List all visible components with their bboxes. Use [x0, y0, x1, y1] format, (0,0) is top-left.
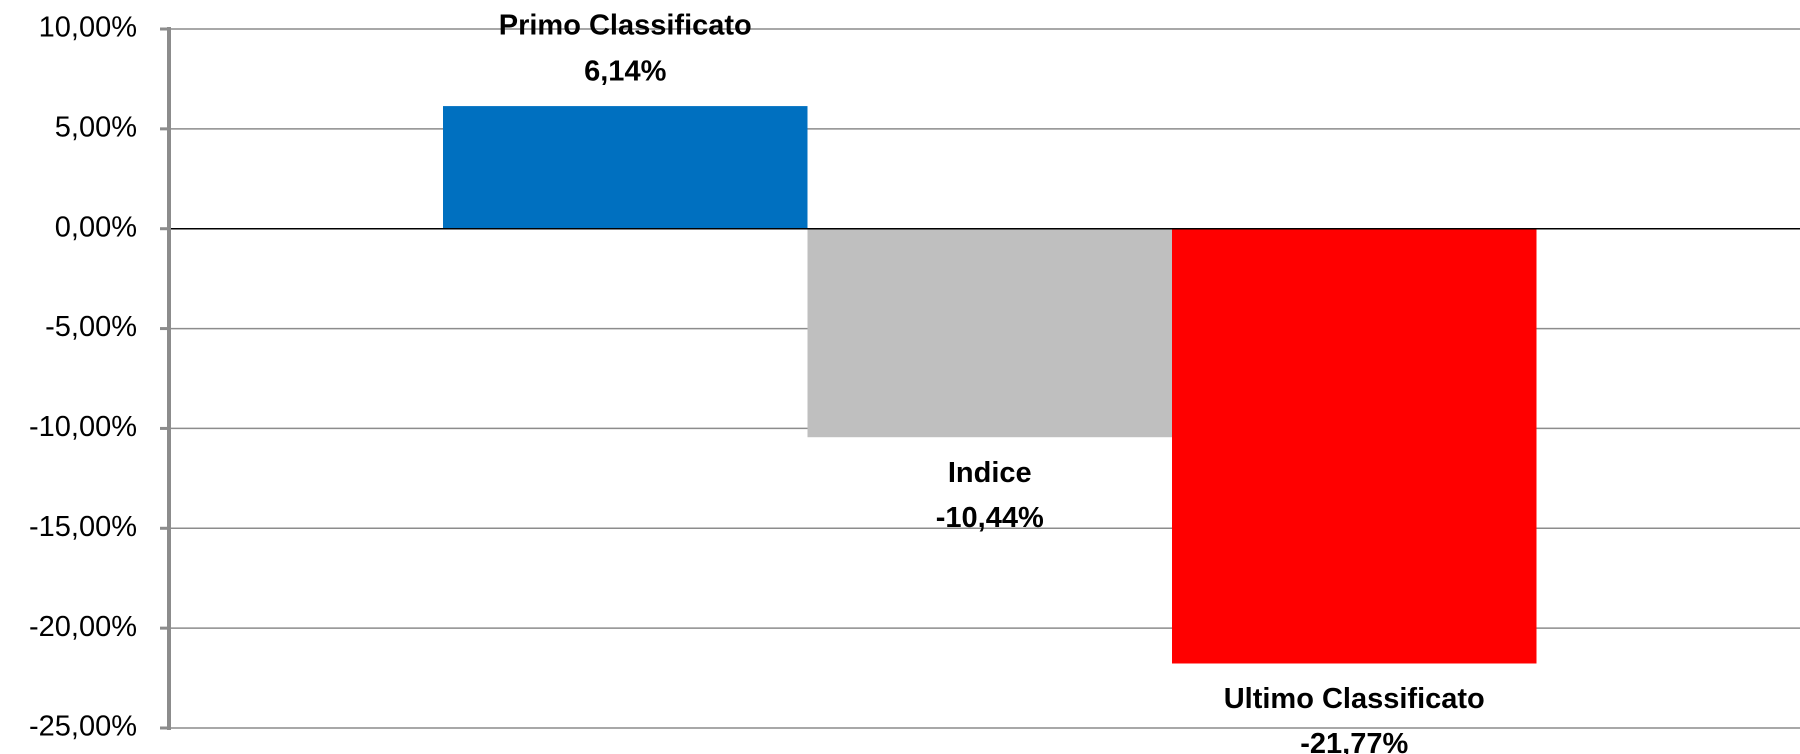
y-tick-label: 10,00% [39, 12, 137, 44]
y-tick-label: -5,00% [45, 311, 137, 343]
data-label-name: Primo Classificato [499, 10, 752, 42]
y-tick-label: 0,00% [55, 211, 137, 243]
y-tick-label: -25,00% [29, 711, 137, 743]
y-tick-label: -10,00% [29, 411, 137, 443]
data-label-name: Ultimo Classificato [1224, 683, 1485, 715]
bar [443, 106, 808, 229]
data-label: -21,77% [1300, 728, 1408, 754]
bar [807, 228, 1172, 438]
y-tick-label: 5,00% [55, 112, 137, 144]
bar [1172, 228, 1537, 664]
y-tick-label: -20,00% [29, 611, 137, 643]
data-label: -10,44% [936, 502, 1044, 534]
y-tick-label: -15,00% [29, 511, 137, 543]
data-label-name: Indice [948, 457, 1032, 489]
data-label: 6,14% [584, 56, 666, 88]
